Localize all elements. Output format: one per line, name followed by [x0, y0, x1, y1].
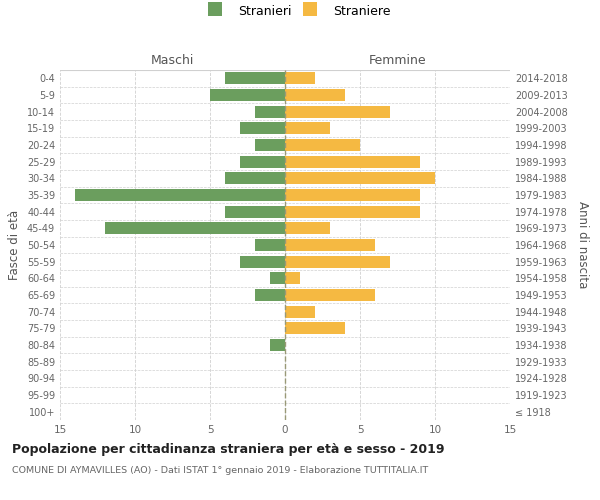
Bar [285, 106, 390, 118]
Bar [285, 256, 390, 268]
Bar [285, 206, 420, 218]
Bar [285, 122, 330, 134]
Bar [255, 139, 285, 151]
Bar [285, 156, 420, 168]
Y-axis label: Anni di nascita: Anni di nascita [576, 202, 589, 288]
Bar [285, 306, 315, 318]
Bar [285, 172, 435, 184]
Legend: Stranieri, Straniere: Stranieri, Straniere [205, 0, 395, 23]
Bar [225, 172, 285, 184]
Bar [285, 139, 360, 151]
Bar [285, 272, 300, 284]
Y-axis label: Fasce di età: Fasce di età [8, 210, 21, 280]
Bar [75, 189, 285, 201]
Bar [240, 256, 285, 268]
Bar [285, 322, 345, 334]
Bar [285, 189, 420, 201]
Bar [225, 206, 285, 218]
Bar [225, 72, 285, 85]
Bar [270, 339, 285, 351]
Bar [255, 106, 285, 118]
Bar [240, 156, 285, 168]
Text: Maschi: Maschi [151, 54, 194, 68]
Bar [285, 239, 375, 251]
Bar [105, 222, 285, 234]
Bar [240, 122, 285, 134]
Bar [285, 289, 375, 301]
Bar [210, 89, 285, 101]
Bar [255, 289, 285, 301]
Text: Popolazione per cittadinanza straniera per età e sesso - 2019: Popolazione per cittadinanza straniera p… [12, 442, 445, 456]
Bar [270, 272, 285, 284]
Bar [285, 222, 330, 234]
Bar [285, 72, 315, 85]
Text: COMUNE DI AYMAVILLES (AO) - Dati ISTAT 1° gennaio 2019 - Elaborazione TUTTITALIA: COMUNE DI AYMAVILLES (AO) - Dati ISTAT 1… [12, 466, 428, 475]
Bar [255, 239, 285, 251]
Bar [285, 89, 345, 101]
Text: Femmine: Femmine [368, 54, 427, 68]
